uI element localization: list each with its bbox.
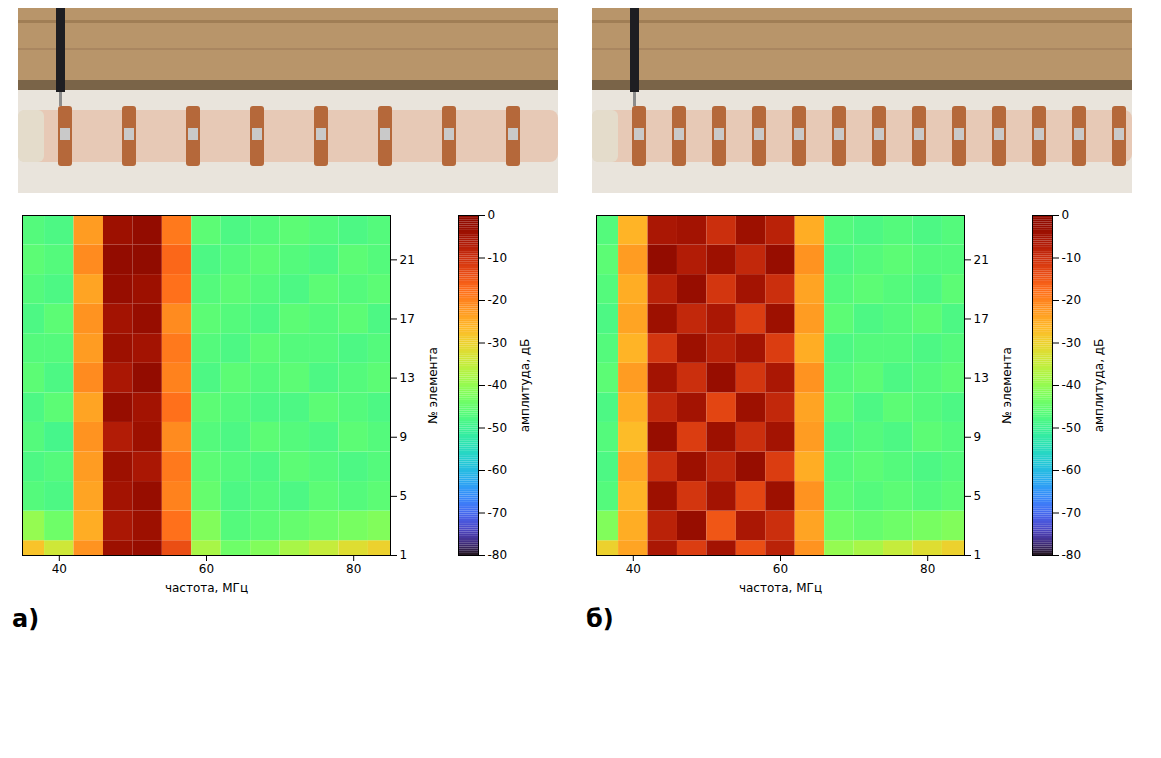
svg-text:80: 80 [346, 562, 361, 576]
svg-text:9: 9 [974, 430, 982, 444]
svg-text:40: 40 [52, 562, 67, 576]
svg-text:0: 0 [488, 208, 496, 222]
svg-text:17: 17 [974, 312, 989, 326]
svg-text:-40: -40 [1062, 378, 1082, 392]
svg-text:60: 60 [773, 562, 788, 576]
svg-text:амплитуда, дБ: амплитуда, дБ [1092, 339, 1106, 433]
svg-text:-80: -80 [1062, 548, 1082, 562]
svg-text:5: 5 [974, 489, 982, 503]
svg-text:частота, МГц: частота, МГц [739, 581, 822, 595]
svg-text:1: 1 [400, 548, 408, 562]
svg-text:-80: -80 [488, 548, 508, 562]
svg-text:13: 13 [974, 371, 989, 385]
svg-text:амплитуда, дБ: амплитуда, дБ [518, 339, 532, 433]
svg-text:-60: -60 [488, 463, 508, 477]
svg-text:9: 9 [400, 430, 408, 444]
svg-text:1: 1 [974, 548, 982, 562]
svg-text:5: 5 [400, 489, 408, 503]
svg-text:13: 13 [400, 371, 415, 385]
svg-text:0: 0 [1062, 208, 1070, 222]
svg-text:17: 17 [400, 312, 415, 326]
html-text:б): б) [586, 605, 614, 633]
svg-text:№ элемента: № элемента [426, 347, 440, 424]
svg-text:-50: -50 [1062, 421, 1082, 435]
svg-text:21: 21 [974, 253, 989, 267]
svg-text:-10: -10 [1062, 251, 1082, 265]
svg-text:№ элемента: № элемента [1000, 347, 1014, 424]
svg-text:-50: -50 [488, 421, 508, 435]
svg-text:-20: -20 [1062, 293, 1082, 307]
svg-text:-70: -70 [488, 506, 508, 520]
html-text:а): а) [12, 605, 40, 633]
svg-text:-40: -40 [488, 378, 508, 392]
svg-text:80: 80 [920, 562, 935, 576]
svg-text:40: 40 [626, 562, 641, 576]
svg-text:-60: -60 [1062, 463, 1082, 477]
svg-text:-20: -20 [488, 293, 508, 307]
svg-text:-30: -30 [488, 336, 508, 350]
svg-text:60: 60 [199, 562, 214, 576]
svg-text:-30: -30 [1062, 336, 1082, 350]
svg-text:21: 21 [400, 253, 415, 267]
svg-text:частота, МГц: частота, МГц [165, 581, 248, 595]
svg-text:-10: -10 [488, 251, 508, 265]
svg-text:-70: -70 [1062, 506, 1082, 520]
